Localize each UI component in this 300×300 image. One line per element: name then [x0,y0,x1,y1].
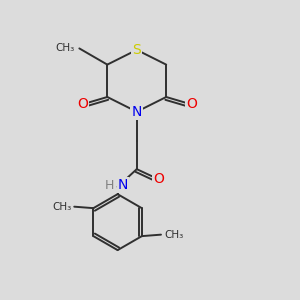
Text: O: O [153,172,164,186]
Text: N: N [132,105,142,119]
Text: CH₃: CH₃ [56,44,75,53]
Text: CH₃: CH₃ [164,230,183,240]
Text: N: N [118,178,128,192]
Text: O: O [186,98,197,111]
Text: H: H [105,179,114,192]
Text: CH₃: CH₃ [52,202,71,212]
Text: S: S [132,43,141,57]
Text: O: O [77,98,88,111]
